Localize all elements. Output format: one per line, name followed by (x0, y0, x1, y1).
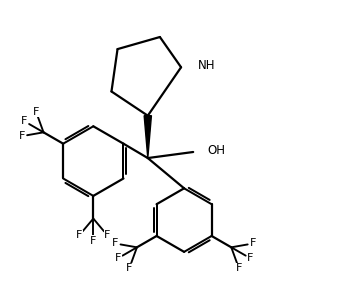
Text: F: F (33, 107, 39, 116)
Text: F: F (21, 116, 28, 126)
Text: OH: OH (208, 144, 226, 157)
Text: F: F (236, 263, 242, 273)
Text: F: F (115, 253, 121, 263)
Text: F: F (247, 253, 254, 263)
Text: F: F (250, 238, 256, 248)
Polygon shape (144, 116, 151, 158)
Text: F: F (76, 230, 82, 240)
Text: F: F (126, 263, 132, 273)
Text: F: F (104, 230, 111, 240)
Text: F: F (112, 238, 118, 248)
Text: F: F (19, 131, 25, 141)
Text: F: F (90, 236, 97, 246)
Text: NH: NH (198, 59, 215, 72)
